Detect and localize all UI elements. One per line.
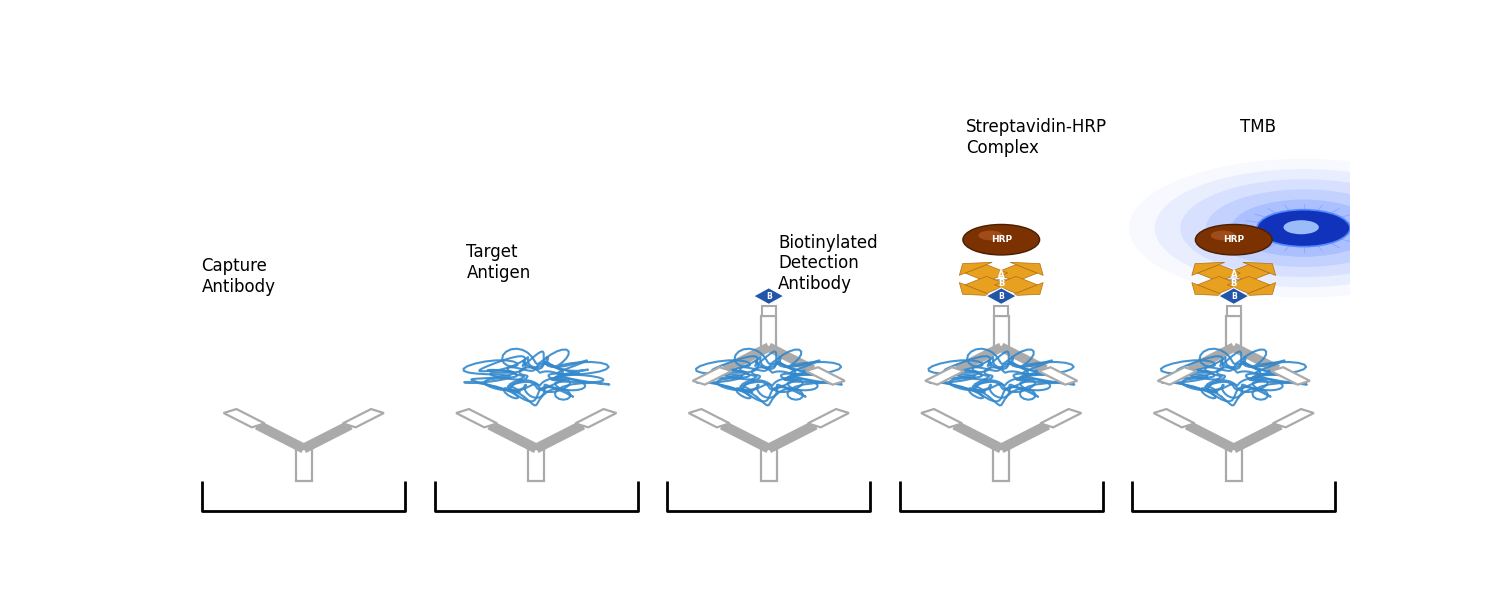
Polygon shape [808,409,849,427]
Polygon shape [994,277,1038,293]
Polygon shape [964,265,1008,281]
Polygon shape [1197,277,1240,293]
Polygon shape [456,409,497,427]
Text: B: B [999,292,1004,301]
Polygon shape [1158,367,1197,385]
Circle shape [978,230,1004,241]
Polygon shape [760,316,777,347]
Polygon shape [224,409,264,427]
Circle shape [1210,230,1236,241]
Polygon shape [1011,283,1042,296]
Text: TMB: TMB [1239,118,1275,136]
Polygon shape [926,367,964,385]
Polygon shape [1192,262,1224,275]
Circle shape [1257,209,1350,247]
Polygon shape [993,316,1010,347]
Polygon shape [1226,449,1242,481]
Text: Biotinylated
Detection
Antibody: Biotinylated Detection Antibody [778,233,877,293]
Text: Streptavidin-HRP
Complex: Streptavidin-HRP Complex [966,118,1107,157]
Polygon shape [921,409,962,427]
Circle shape [1206,190,1401,267]
Polygon shape [762,344,776,350]
Polygon shape [760,449,777,481]
Polygon shape [1244,283,1275,296]
Circle shape [1232,200,1376,257]
Circle shape [963,224,1040,255]
Polygon shape [693,367,732,385]
Polygon shape [1227,277,1270,293]
Text: A: A [1230,270,1238,279]
Polygon shape [994,306,1008,316]
Text: B: B [1230,279,1238,288]
Polygon shape [1041,409,1082,427]
Text: HRP: HRP [1222,235,1245,244]
Polygon shape [1226,316,1242,347]
Polygon shape [960,283,992,296]
Polygon shape [1192,283,1224,296]
Polygon shape [1270,367,1310,385]
Polygon shape [1227,280,1240,286]
Polygon shape [688,409,729,427]
Polygon shape [993,449,1010,481]
Polygon shape [994,344,1008,350]
Polygon shape [1244,262,1275,275]
Polygon shape [1227,344,1240,350]
Polygon shape [1197,265,1240,281]
Text: A: A [998,270,1005,279]
Polygon shape [1227,265,1270,281]
Polygon shape [994,280,1008,286]
Polygon shape [1274,409,1314,427]
Polygon shape [1038,367,1077,385]
Polygon shape [296,449,312,481]
Text: Capture
Antibody: Capture Antibody [201,257,276,296]
Text: B: B [998,279,1005,288]
Text: HRP: HRP [990,235,1012,244]
Polygon shape [344,409,384,427]
Circle shape [1196,224,1272,255]
Polygon shape [1011,262,1042,275]
Circle shape [1257,209,1350,247]
Polygon shape [986,288,1017,304]
Polygon shape [1218,288,1249,304]
Polygon shape [1154,409,1194,427]
Text: Target
Antigen: Target Antigen [466,243,531,282]
Circle shape [1180,179,1426,277]
Polygon shape [528,449,544,481]
Text: B: B [766,292,771,301]
Polygon shape [964,277,1008,293]
Circle shape [1284,220,1318,234]
Polygon shape [1227,306,1240,316]
Circle shape [1155,169,1452,287]
Polygon shape [806,367,844,385]
Polygon shape [753,288,784,304]
Polygon shape [960,262,992,275]
Text: B: B [1232,292,1236,301]
Polygon shape [576,409,616,427]
Polygon shape [762,306,776,316]
Polygon shape [994,265,1038,281]
